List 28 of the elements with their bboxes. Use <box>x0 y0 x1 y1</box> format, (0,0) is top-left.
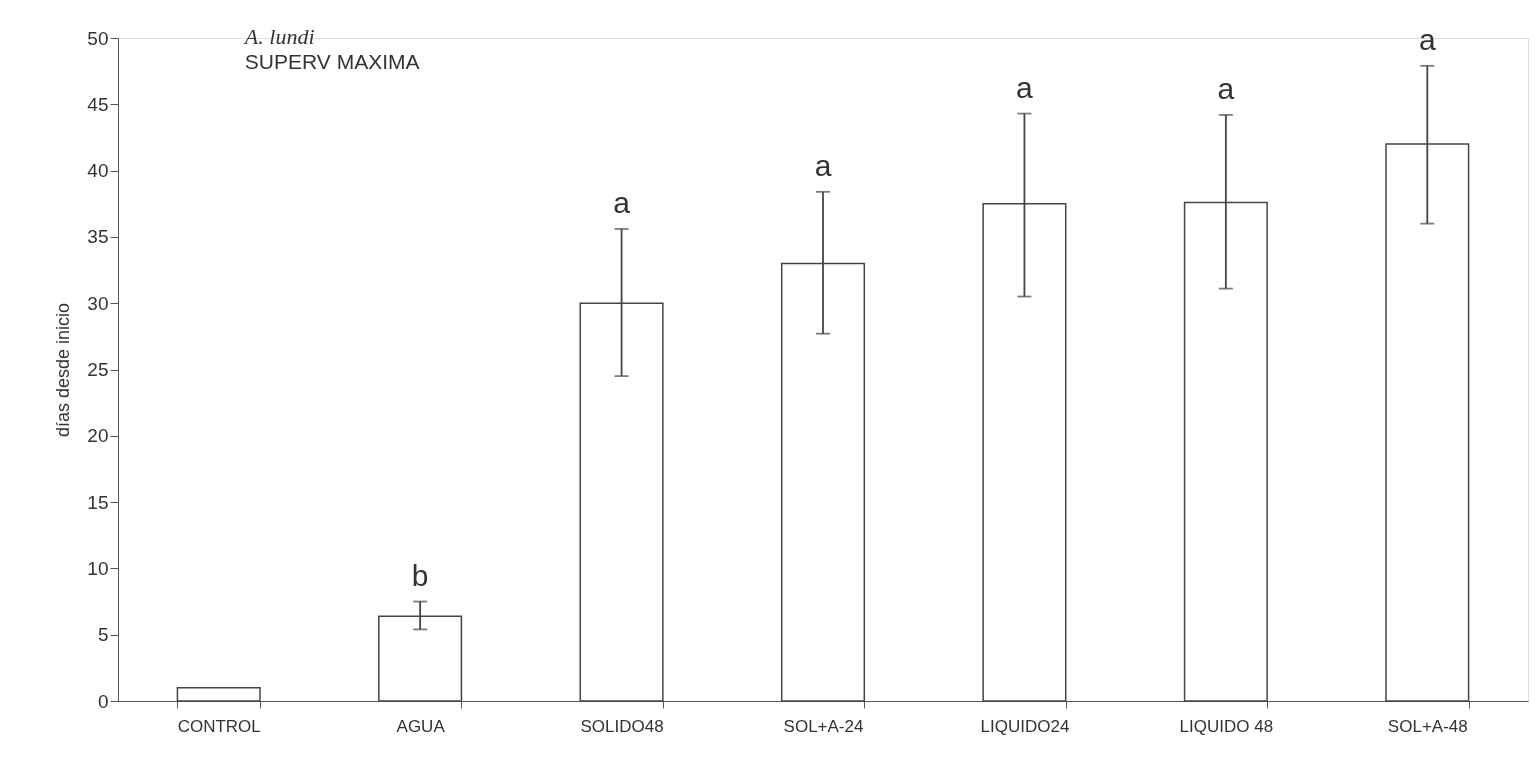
annotation: a <box>1418 22 1436 56</box>
y-tick-label: 5 <box>97 624 109 646</box>
x-tick-label: AGUA <box>396 716 446 736</box>
x-tick-label: SOLIDO48 <box>580 716 664 736</box>
y-tick-label: 10 <box>87 557 109 579</box>
y-tick-label: 20 <box>87 425 109 447</box>
y-tick-label: 50 <box>87 27 109 49</box>
x-tick-label: LIQUIDO24 <box>980 716 1070 736</box>
x-tick-label: SOL+A-48 <box>1387 716 1468 736</box>
annotation: a <box>814 148 832 182</box>
y-tick-label: 25 <box>87 359 109 380</box>
y-tick-label: 30 <box>87 292 109 314</box>
chart-title: A. lundi <box>242 23 315 49</box>
y-tick-label: 0 <box>97 690 109 712</box>
bar <box>176 686 261 702</box>
x-tick-label: CONTROL <box>177 716 261 736</box>
annotation: b <box>411 558 429 592</box>
annotation: a <box>613 185 631 219</box>
y-axis-title: días desde inicio <box>53 302 74 438</box>
x-tick-label: SOL+A-24 <box>783 716 864 736</box>
annotation: a <box>1217 71 1235 105</box>
y-tick-label: 15 <box>87 491 109 513</box>
x-tick-label: LIQUIDO 48 <box>1179 716 1274 736</box>
annotation: a <box>1016 70 1034 104</box>
y-tick-label: 40 <box>87 160 109 182</box>
text: SUPERV MAXIMA <box>244 49 420 73</box>
y-tick-label: 35 <box>87 226 109 248</box>
y-tick-label: 45 <box>87 93 109 115</box>
